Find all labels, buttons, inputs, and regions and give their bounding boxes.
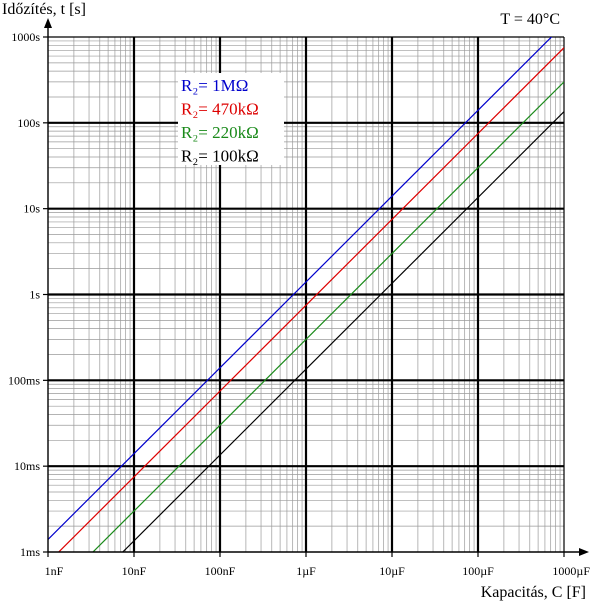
- y-axis-arrow: [44, 18, 52, 28]
- legend-entry: R₂= 1MΩ: [181, 76, 248, 95]
- major-gridlines: [48, 36, 565, 552]
- y-tick-label: 1ms: [20, 545, 40, 559]
- x-tick-label: 100µF: [462, 564, 494, 578]
- legend: R₂= 1MΩ R₂= 470kΩ R₂= 220kΩ R₂= 100kΩ: [178, 73, 284, 166]
- series-line-1: [57, 47, 564, 552]
- series-line-3: [121, 111, 564, 552]
- x-tick-label: 1µF: [296, 564, 316, 578]
- temperature-annotation: T = 40°C: [500, 11, 560, 28]
- x-tick-label: 10nF: [122, 564, 147, 578]
- y-tick-label: 100ms: [8, 373, 40, 387]
- x-tick-label: 1000µF: [552, 564, 590, 578]
- x-tick-label: 1nF: [45, 564, 64, 578]
- legend-background: [178, 73, 284, 165]
- x-axis-arrow: [579, 548, 589, 556]
- series-line-0: [48, 37, 553, 540]
- y-tick-label: 1000s: [11, 30, 40, 44]
- y-tick-label: 1s: [29, 288, 40, 302]
- y-tick-label: 100s: [17, 116, 40, 130]
- legend-entry: R₂= 470kΩ: [181, 100, 259, 119]
- tick-labels: 1nF 10nF 100nF 1µF 10µF 100µF 1000µF 1ms 10ms 100…: [8, 30, 590, 578]
- legend-entry: R₂= 220kΩ: [181, 123, 259, 142]
- y-tick-label: 10ms: [14, 459, 40, 473]
- x-tick-label: 100nF: [205, 564, 236, 578]
- legend-entry: R₂= 100kΩ: [181, 147, 259, 166]
- series-lines: [48, 37, 564, 552]
- x-axis-title: Kapacitás, C [F]: [481, 584, 586, 601]
- x-tick-label: 10µF: [379, 564, 405, 578]
- axes: [43, 18, 589, 557]
- series-line-2: [92, 81, 564, 552]
- y-tick-label: 10s: [23, 202, 40, 216]
- y-axis-title: Időzítés, t [s]: [2, 1, 86, 18]
